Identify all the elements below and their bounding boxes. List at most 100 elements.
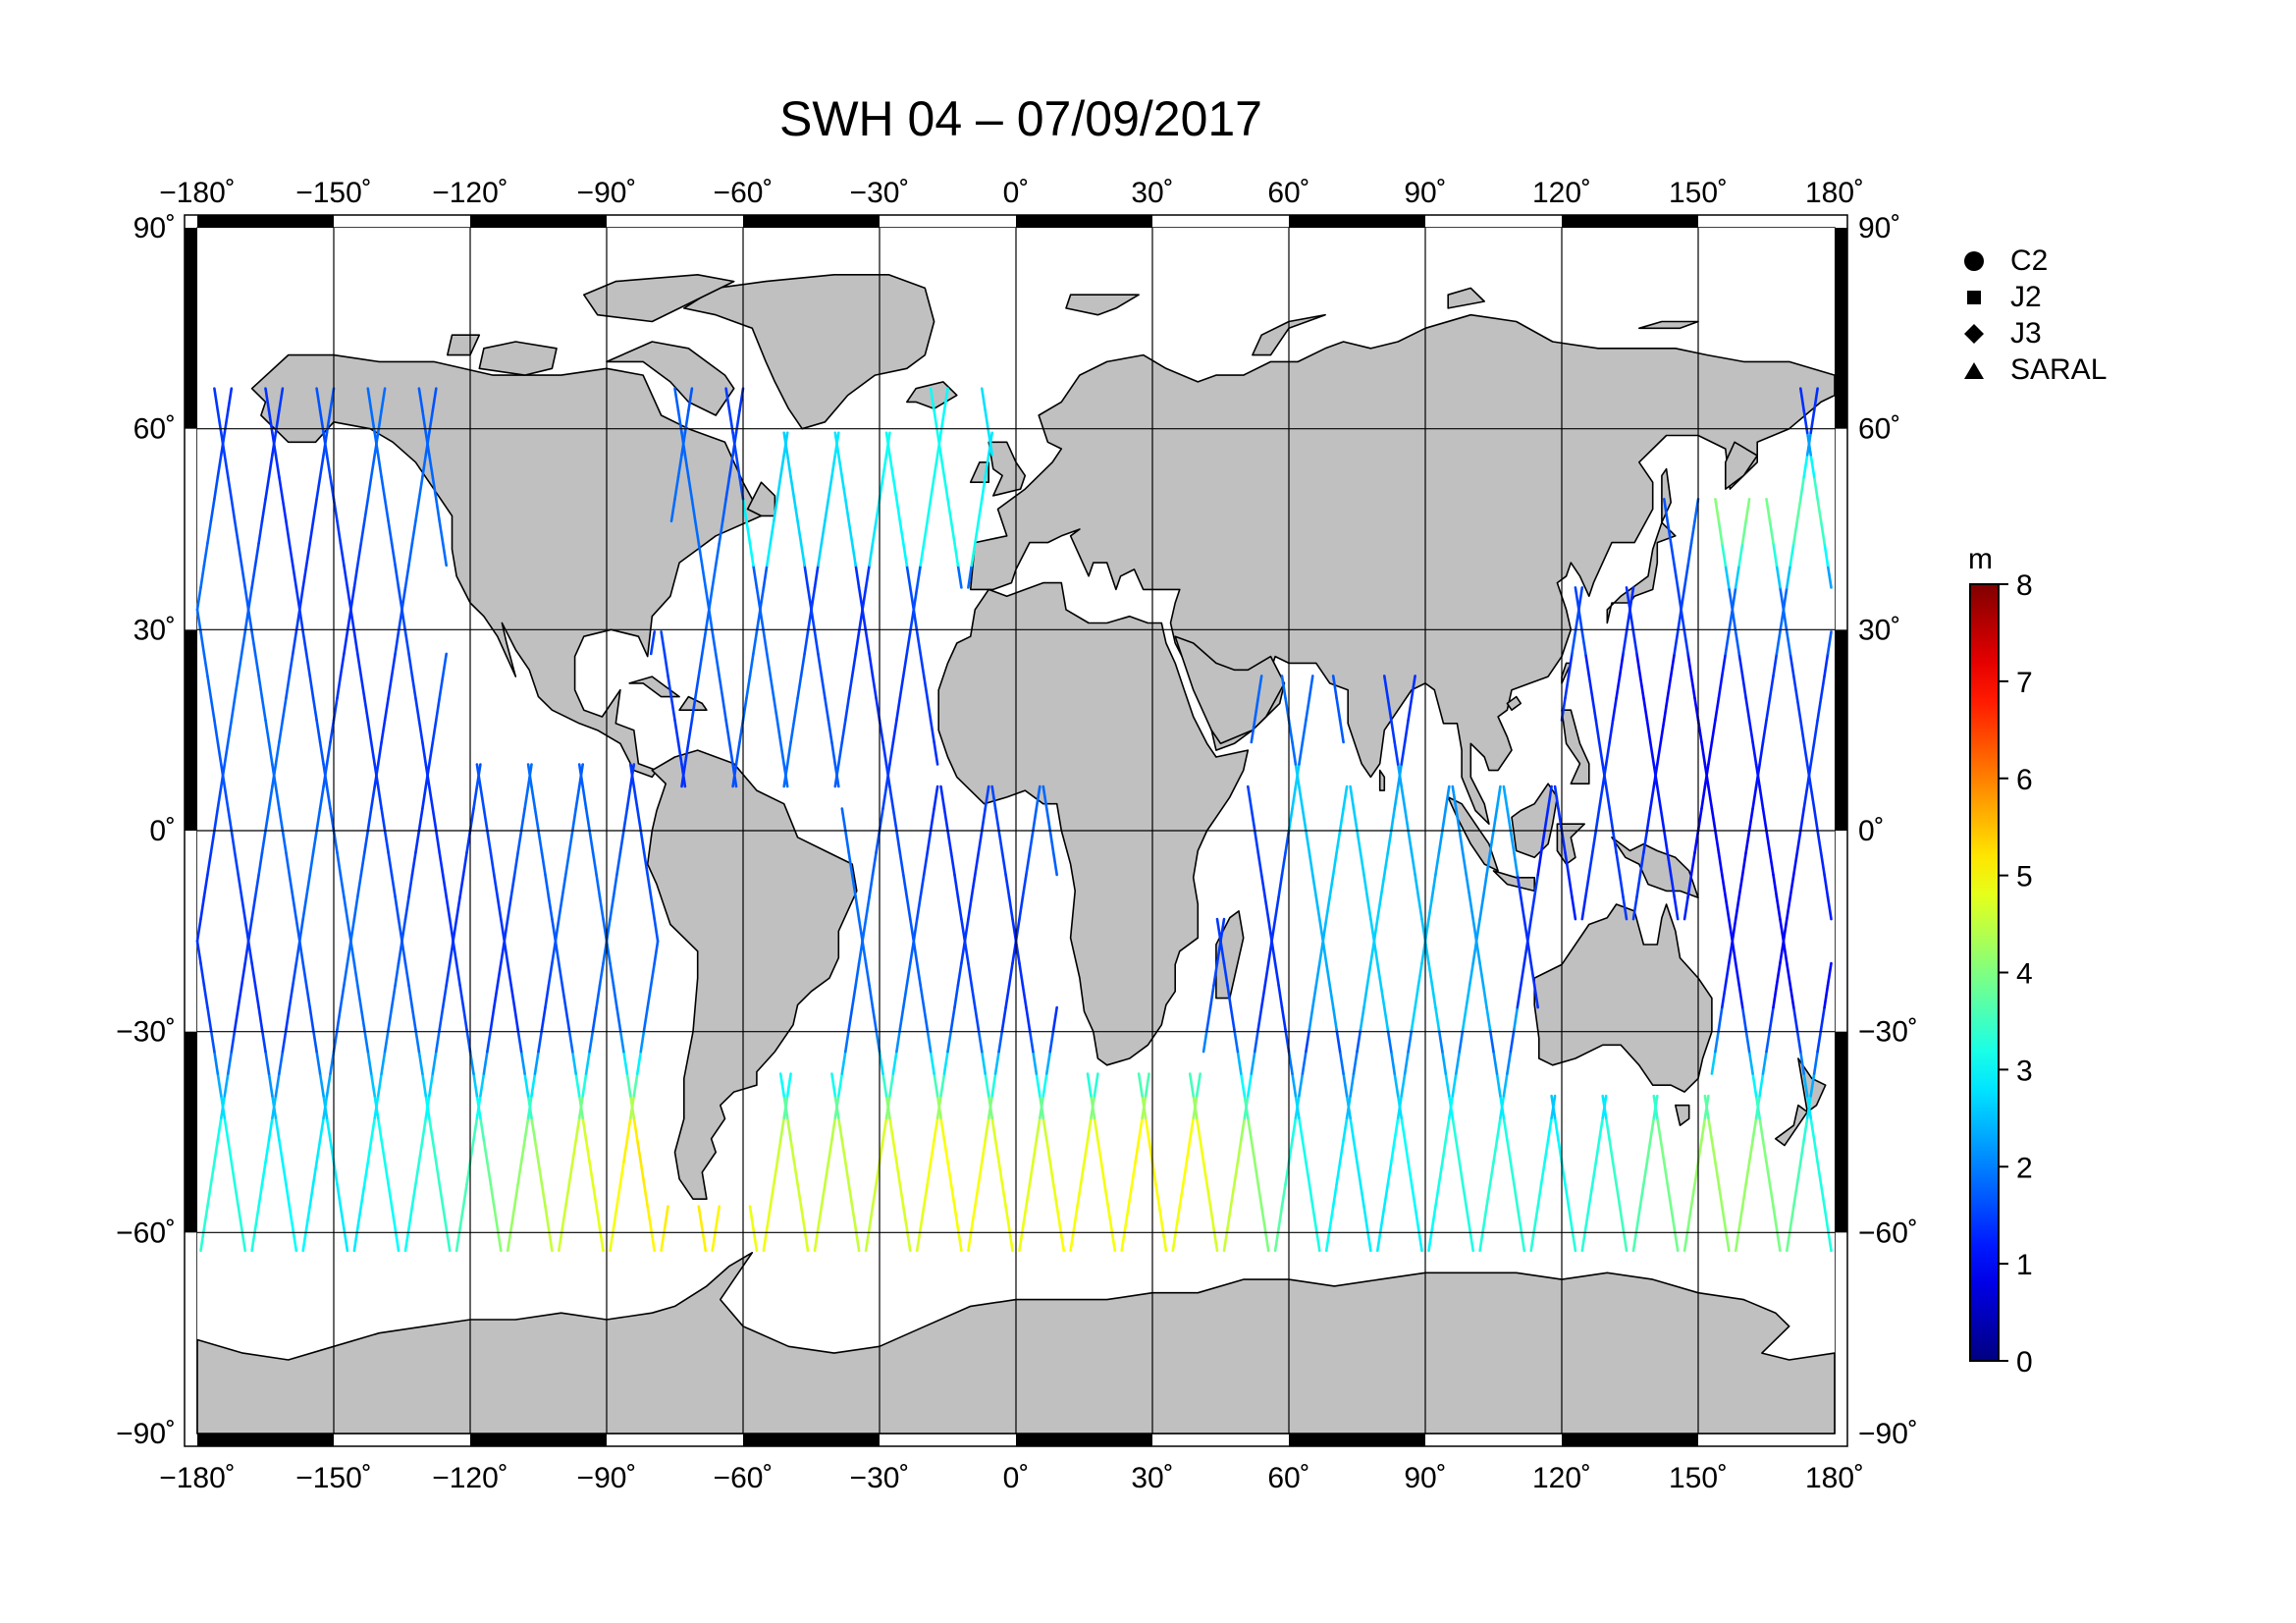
track-segment	[1673, 895, 1680, 921]
track-segment	[1308, 1182, 1314, 1208]
track-segment	[581, 1116, 588, 1142]
track-segment	[523, 1072, 530, 1098]
track-segment	[1652, 763, 1659, 788]
baffin-island-landmass	[606, 341, 735, 416]
track-segment	[956, 564, 963, 589]
track-segment	[881, 740, 888, 766]
track-segment	[680, 431, 687, 457]
track-segment	[574, 784, 581, 810]
track-segment	[366, 807, 373, 833]
track-segment	[1717, 1005, 1724, 1031]
track-segment	[584, 1050, 591, 1075]
ground-track	[1478, 586, 1584, 1253]
track-segment	[1754, 763, 1761, 788]
ground-track	[884, 431, 1014, 1253]
track-segment	[1618, 1205, 1625, 1230]
track-segment	[1550, 1094, 1557, 1119]
track-segment	[1328, 984, 1335, 1009]
frame-segment-top	[1562, 215, 1698, 228]
track-segment	[595, 873, 602, 898]
track-segment	[1758, 1116, 1765, 1142]
track-segment	[260, 1028, 267, 1054]
track-segment	[1025, 851, 1032, 877]
track-segment	[830, 1116, 837, 1142]
track-segment	[421, 1116, 428, 1142]
track-segment	[933, 740, 939, 766]
track-segment	[591, 1005, 598, 1031]
track-segment	[376, 740, 383, 766]
track-segment	[1673, 564, 1680, 589]
track-segment	[1710, 1138, 1717, 1163]
track-segment	[264, 807, 271, 833]
track-segment	[1141, 1094, 1148, 1119]
track-segment	[868, 1205, 875, 1230]
track-segment	[1345, 1094, 1352, 1119]
lon-tick-label-bottom: −30˚	[850, 1462, 910, 1494]
track-segment	[209, 497, 216, 523]
track-segment	[980, 475, 988, 501]
track-segment	[336, 519, 343, 545]
track-segment	[486, 829, 493, 854]
track-segment	[1298, 784, 1305, 810]
track-segment	[362, 829, 370, 854]
track-segment	[223, 453, 230, 479]
track-segment	[926, 696, 933, 722]
track-segment	[1208, 984, 1215, 1009]
legend-label-c2: C2	[2010, 243, 2049, 277]
lon-tick-label-top: −30˚	[850, 177, 910, 209]
track-segment	[216, 784, 223, 810]
track-segment	[817, 652, 824, 677]
track-segment	[461, 1182, 468, 1208]
track-segment	[424, 1094, 431, 1119]
track-segment	[213, 1138, 220, 1163]
track-segment	[762, 564, 769, 589]
track-segment	[632, 784, 639, 810]
track-segment	[461, 851, 468, 877]
track-segment	[1410, 1182, 1416, 1208]
ground-track	[315, 387, 452, 1253]
track-segment	[693, 675, 701, 700]
track-segment	[1751, 740, 1758, 766]
track-segment	[926, 497, 933, 523]
svalbard-landmass	[1065, 294, 1140, 316]
track-segment	[304, 873, 312, 898]
track-segment	[1724, 895, 1731, 921]
track-segment	[984, 453, 990, 479]
track-segment	[993, 1050, 1000, 1075]
track-segment	[281, 1161, 288, 1186]
track-segment	[854, 961, 861, 987]
colorbar-tick-label: 6	[2016, 764, 2033, 796]
track-segment	[1782, 608, 1789, 633]
track-segment	[253, 541, 260, 568]
diamond-marker-icon	[1959, 319, 1989, 349]
track-segment	[963, 940, 970, 965]
track-segment	[359, 519, 366, 545]
track-segment	[1622, 630, 1629, 656]
track-segment	[1656, 740, 1663, 766]
track-segment	[1277, 984, 1284, 1009]
track-segment	[1335, 1028, 1342, 1054]
track-segment	[1495, 1072, 1502, 1098]
ground-track	[526, 763, 605, 1253]
lon-tick-label-top: 0˚	[1003, 177, 1030, 209]
track-segment	[454, 961, 461, 987]
track-segment	[669, 497, 676, 523]
track-segment	[278, 475, 285, 501]
track-segment	[1263, 895, 1270, 921]
track-segment	[264, 387, 271, 412]
track-segment	[785, 1072, 792, 1098]
track-segment	[563, 1182, 571, 1208]
track-segment	[942, 1138, 949, 1163]
track-segment	[1256, 1182, 1263, 1208]
lon-tick-label-bottom: −60˚	[714, 1462, 774, 1494]
frame-segment-top	[743, 215, 880, 228]
track-segment	[724, 387, 731, 412]
track-segment	[1502, 784, 1509, 810]
track-segment	[1608, 1138, 1615, 1163]
track-segment	[847, 1182, 854, 1208]
track-segment	[1656, 784, 1663, 810]
track-segment	[1331, 1182, 1338, 1208]
track-segment	[1682, 564, 1689, 589]
track-segment	[570, 807, 578, 833]
track-segment	[1072, 1205, 1079, 1230]
